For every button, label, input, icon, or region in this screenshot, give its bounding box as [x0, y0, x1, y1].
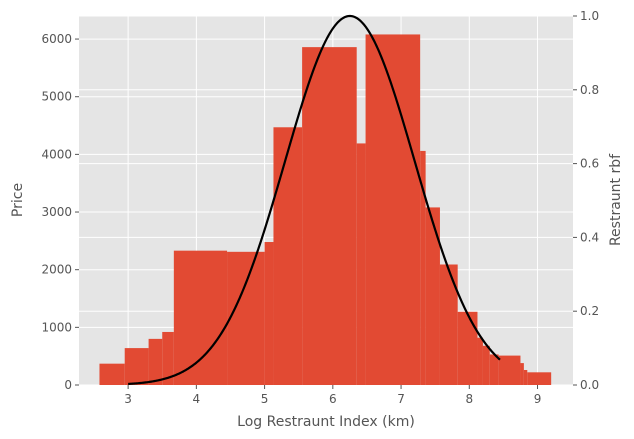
bar — [527, 372, 552, 385]
bar — [523, 370, 528, 385]
bar — [124, 348, 149, 385]
bar — [99, 363, 125, 385]
bar — [264, 242, 274, 385]
histogram-bars — [99, 34, 552, 386]
bar — [173, 250, 228, 385]
bar — [425, 207, 440, 385]
y-tick-label: 5000 — [41, 90, 72, 104]
bar — [457, 311, 478, 385]
x-tick-label: 9 — [534, 392, 542, 406]
bar — [273, 127, 303, 386]
y-tick-label: 1000 — [41, 320, 72, 334]
y-tick-label: 6000 — [41, 32, 72, 46]
bar — [482, 345, 490, 385]
y2-tick-label: 1.0 — [580, 9, 599, 23]
y-tick-label: 4000 — [41, 147, 72, 161]
y2-tick-label: 0.0 — [580, 378, 599, 392]
bar — [148, 338, 163, 385]
y-tick-label: 2000 — [41, 263, 72, 277]
y-tick-label: 0 — [64, 378, 72, 392]
bar — [420, 150, 426, 385]
bar — [162, 331, 174, 385]
y2-axis-label: Restraunt rbf — [608, 153, 624, 246]
y2-tick-label: 0.2 — [580, 304, 599, 318]
bar — [439, 264, 458, 385]
y2-tick-label: 0.6 — [580, 157, 599, 171]
y2-tick-label: 0.8 — [580, 83, 599, 97]
x-tick-label: 7 — [397, 392, 405, 406]
bar — [498, 355, 521, 385]
y-axis-label: Price — [10, 183, 26, 217]
y2-tick-label: 0.4 — [580, 230, 599, 244]
y-tick-label: 3000 — [41, 205, 72, 219]
x-tick-label: 6 — [329, 392, 337, 406]
x-tick-label: 3 — [124, 392, 132, 406]
bar — [520, 363, 524, 385]
y2-axis-ticks: 0.0 0.2 0.4 0.6 0.8 1.0 — [573, 9, 599, 392]
y-axis-ticks: 0 1000 2000 3000 4000 5000 6000 — [41, 32, 79, 392]
x-axis-label: Log Restraunt Index (km) — [237, 414, 415, 430]
bar — [302, 47, 357, 386]
bar — [356, 143, 366, 385]
bar — [489, 354, 499, 385]
bar — [477, 337, 483, 385]
x-axis-ticks: 3 4 5 6 7 8 9 — [124, 385, 541, 406]
x-tick-label: 4 — [193, 392, 201, 406]
rbf-curve — [128, 14, 501, 386]
rbf-line — [128, 14, 501, 386]
x-tick-label: 5 — [261, 392, 269, 406]
bar — [227, 251, 265, 385]
bar — [365, 34, 421, 385]
x-tick-label: 8 — [465, 392, 473, 406]
